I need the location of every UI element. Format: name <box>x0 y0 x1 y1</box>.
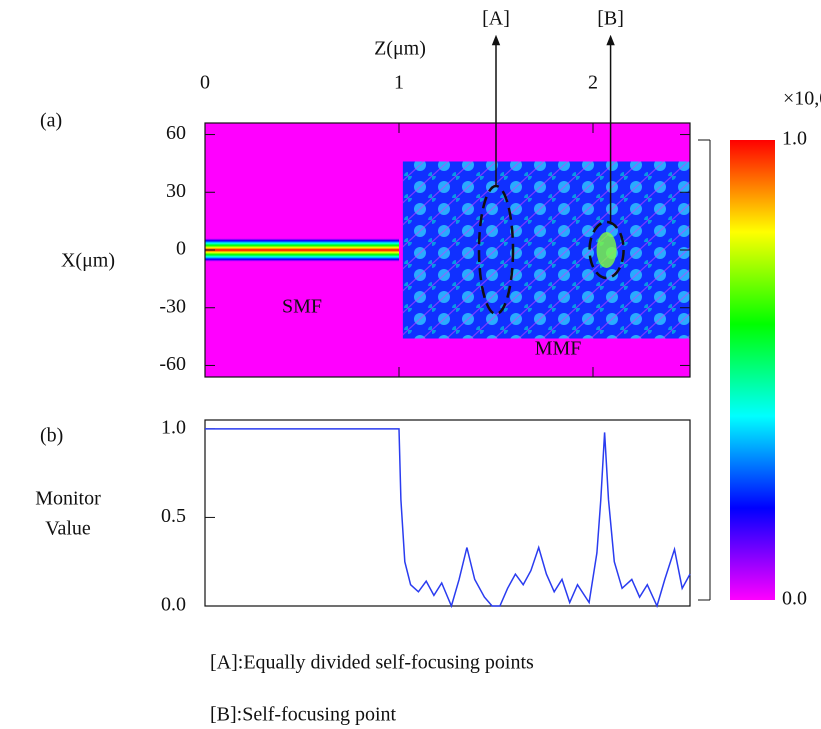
annotation: [A] <box>482 8 510 30</box>
y-tick-label: 0.0 <box>161 594 186 616</box>
x-axis-title: Z(μm) <box>374 38 426 60</box>
y-tick-label: 0 <box>176 238 186 260</box>
mmf-pattern <box>402 161 690 339</box>
annotation: MMF <box>535 338 582 360</box>
x-tick-label: 2 <box>588 72 598 94</box>
smf-core <box>205 238 399 262</box>
colorbar-tick-label: 0.0 <box>782 588 807 610</box>
annotation: SMF <box>282 295 322 317</box>
data-line <box>205 428 691 609</box>
y-tick-label: 60 <box>166 122 186 144</box>
colorbar-tick-label: 1.0 <box>782 128 807 150</box>
y-tick-label: -30 <box>159 295 186 317</box>
y-axis-title: Monitor <box>35 488 101 510</box>
y-axis-title: X(μm) <box>61 250 115 272</box>
x-tick-label: 0 <box>200 72 210 94</box>
panel-label: (b) <box>40 425 63 447</box>
y-tick-label: 30 <box>166 180 186 202</box>
y-tick-label: 1.0 <box>161 416 186 438</box>
note: [B]:Self-focusing point <box>210 704 397 726</box>
colorbar-label: ×10,000 <box>783 88 821 110</box>
y-tick-label: 0.5 <box>161 505 186 527</box>
focus-spot <box>596 232 617 268</box>
plot-frame <box>204 419 691 607</box>
note: [A]:Equally divided self-focusing points <box>210 652 534 674</box>
x-tick-label: 1 <box>394 72 404 94</box>
y-axis-title: Value <box>45 518 91 540</box>
marker-ellipse <box>588 220 625 280</box>
panel-label: (a) <box>40 110 62 132</box>
colorbar <box>730 140 775 600</box>
y-tick-label: -60 <box>159 353 186 375</box>
annotation: [B] <box>597 8 624 30</box>
